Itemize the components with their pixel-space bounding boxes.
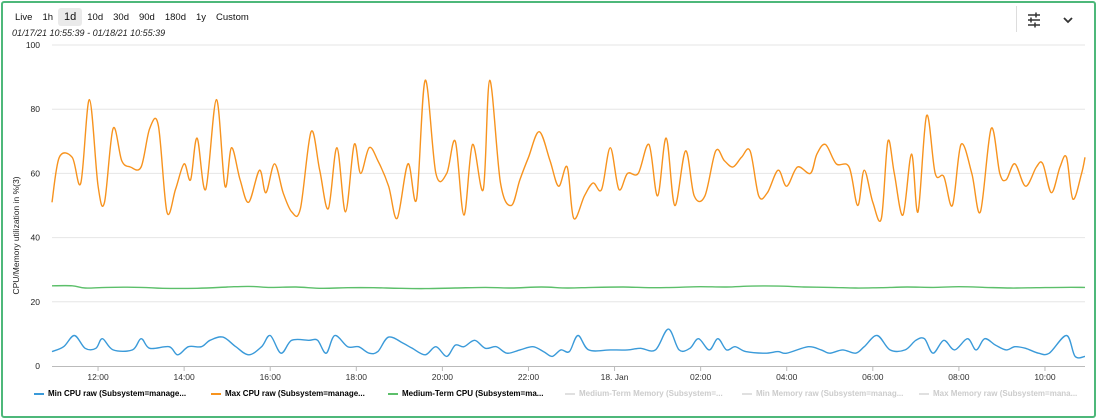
series-line-max-cpu-raw xyxy=(51,79,1086,222)
date-range-label: 01/17/21 10:55:39 - 01/18/21 10:55:39 xyxy=(12,28,166,38)
range-button-1y[interactable]: 1y xyxy=(195,12,207,23)
range-button-1h[interactable]: 1h xyxy=(42,12,54,23)
x-tick-label: 18. Jan xyxy=(601,372,629,382)
legend-label: Medium-Term CPU (Subsystem=ma... xyxy=(402,389,544,398)
chevron-down-icon[interactable] xyxy=(1058,10,1078,30)
x-tick-label: 04:00 xyxy=(776,372,798,382)
legend-item-min-cpu-raw[interactable]: Min CPU raw (Subsystem=manage... xyxy=(34,389,211,398)
y-tick-label: 40 xyxy=(31,233,41,243)
legend-swatch xyxy=(34,392,44,395)
chart-legend: Min CPU raw (Subsystem=manage... Max CPU … xyxy=(34,389,1096,398)
range-button-1d[interactable]: 1d xyxy=(58,8,83,26)
time-range-selector: Live 1h 1d 10d 30d 90d 180d 1y Custom xyxy=(10,8,254,28)
legend-swatch xyxy=(742,392,752,395)
legend-label: Min Memory raw (Subsystem=manag... xyxy=(756,389,904,398)
y-tick-label: 20 xyxy=(31,297,41,307)
legend-item-medium-term-memory[interactable]: Medium-Term Memory (Subsystem=... xyxy=(565,389,742,398)
x-tick-label: 06:00 xyxy=(862,372,884,382)
y-tick-label: 60 xyxy=(31,168,41,178)
legend-item-max-memory-raw[interactable]: Max Memory raw (Subsystem=mana... xyxy=(919,389,1096,398)
sliders-icon[interactable] xyxy=(1024,10,1044,30)
x-tick-label: 10:00 xyxy=(1034,372,1056,382)
y-tick-label: 0 xyxy=(35,361,40,371)
range-button-30d[interactable]: 30d xyxy=(113,12,129,23)
legend-swatch xyxy=(388,392,398,395)
y-tick-label: 100 xyxy=(26,40,40,50)
legend-swatch xyxy=(211,392,221,395)
legend-label: Max CPU raw (Subsystem=manage... xyxy=(225,389,365,398)
x-tick-label: 20:00 xyxy=(432,372,454,382)
x-tick-label: 12:00 xyxy=(87,372,109,382)
legend-label: Min CPU raw (Subsystem=manage... xyxy=(48,389,187,398)
range-button-180d[interactable]: 180d xyxy=(164,12,186,23)
legend-label: Medium-Term Memory (Subsystem=... xyxy=(579,389,723,398)
legend-swatch xyxy=(919,392,929,395)
x-tick-label: 18:00 xyxy=(346,372,368,382)
x-tick-label: 16:00 xyxy=(260,372,282,382)
series-line-min-cpu-raw xyxy=(51,328,1086,359)
legend-item-min-memory-raw[interactable]: Min Memory raw (Subsystem=manag... xyxy=(742,389,919,398)
range-button-custom[interactable]: Custom xyxy=(216,12,249,23)
legend-label: Max Memory raw (Subsystem=mana... xyxy=(933,389,1078,398)
range-button-live[interactable]: Live xyxy=(15,12,33,23)
legend-item-max-cpu-raw[interactable]: Max CPU raw (Subsystem=manage... xyxy=(211,389,388,398)
y-axis-title: CPU/Memory utilization in %(3) xyxy=(11,176,21,294)
y-tick-label: 80 xyxy=(31,104,41,114)
x-tick-label: 14:00 xyxy=(173,372,195,382)
range-button-90d[interactable]: 90d xyxy=(138,12,155,23)
series-line-medium-term-cpu xyxy=(51,284,1086,290)
range-button-10d[interactable]: 10d xyxy=(87,12,104,23)
x-tick-label: 08:00 xyxy=(948,372,970,382)
x-tick-label: 02:00 xyxy=(690,372,712,382)
toolbar-divider xyxy=(1016,6,1017,32)
x-tick-label: 22:00 xyxy=(518,372,540,382)
legend-item-medium-term-cpu[interactable]: Medium-Term CPU (Subsystem=ma... xyxy=(388,389,565,398)
legend-swatch xyxy=(565,392,575,395)
